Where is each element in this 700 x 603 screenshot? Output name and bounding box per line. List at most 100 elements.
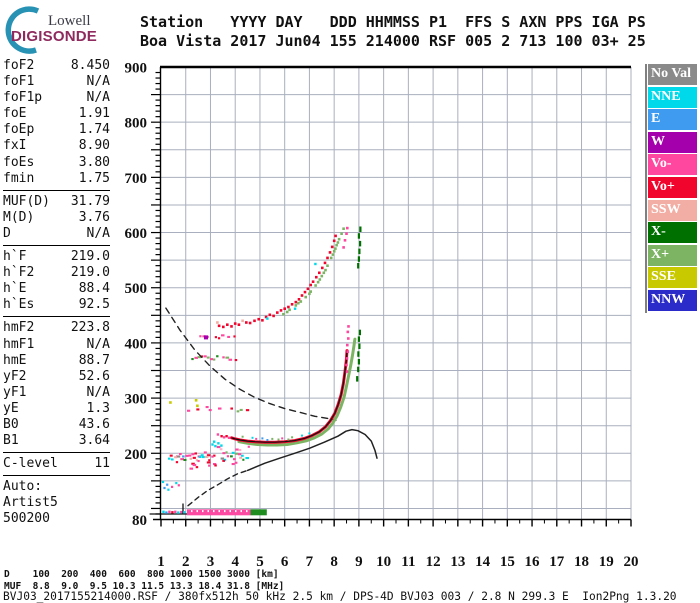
legend-item-x-: X- bbox=[648, 222, 697, 244]
x-axis-label-1: 1 bbox=[157, 554, 165, 570]
digisonde-logo: Lowell DIGISONDE bbox=[2, 4, 122, 54]
param-label: fmin bbox=[3, 170, 35, 186]
param-value: 11 bbox=[94, 456, 110, 472]
x-axis-label-9: 9 bbox=[355, 554, 363, 570]
param-row-hes: h`Es 92.5 bbox=[3, 297, 110, 313]
series-cyan-dots-215km bbox=[211, 440, 223, 448]
param-divider bbox=[3, 189, 110, 191]
param-label: 500200 bbox=[3, 511, 50, 527]
legend-item-sse: SSE bbox=[648, 267, 697, 289]
logo-arc-icon bbox=[5, 6, 40, 54]
series-scatter-row-280km bbox=[187, 406, 250, 413]
param-value: N/A bbox=[86, 90, 110, 106]
param-label: B0 bbox=[3, 416, 19, 432]
param-label: yF2 bbox=[3, 368, 27, 384]
param-label: Auto: bbox=[3, 479, 43, 495]
param-divider bbox=[3, 316, 110, 318]
y-axis-label-600: 600 bbox=[125, 226, 148, 242]
series-es-layer-pink bbox=[187, 509, 251, 516]
x-axis-label-12: 12 bbox=[426, 554, 441, 570]
param-value: N/A bbox=[86, 336, 110, 352]
x-axis-label-4: 4 bbox=[231, 554, 239, 570]
param-label: foEp bbox=[3, 122, 35, 138]
param-label: yE bbox=[3, 400, 19, 416]
x-axis-label-19: 19 bbox=[599, 554, 614, 570]
param-value: 1.91 bbox=[78, 106, 110, 122]
param-label: foE bbox=[3, 106, 27, 122]
footer-file-row: BVJ03_2017155214000.RSF / 380fx512h 50 k… bbox=[3, 590, 677, 603]
y-axis-label-80: 80 bbox=[132, 513, 147, 529]
logo-text-lowell: Lowell bbox=[48, 13, 91, 29]
legend-item-x+: X+ bbox=[648, 244, 697, 266]
parameter-panel: foF2 8.450 foF1 N/A foF1p N/A foE 1.91 foEp 1.74 f… bbox=[3, 58, 110, 528]
param-value: N/A bbox=[86, 74, 110, 90]
param-value: 219.0 bbox=[70, 249, 110, 265]
distance-values: D 100 200 400 600 800 1000 1500 3000 [km… bbox=[4, 569, 279, 580]
param-row-he: h`E 88.4 bbox=[3, 281, 110, 297]
header-line-1: Station YYYY DAY DDD HHMMSS P1 FFS S AXN… bbox=[140, 13, 646, 31]
param-row-md: M(D) 3.76 bbox=[3, 210, 110, 226]
legend-item-w: W bbox=[648, 131, 697, 153]
series-es-left-dots bbox=[162, 510, 186, 514]
param-label: foEs bbox=[3, 154, 35, 170]
series-second-hop-X bbox=[282, 227, 345, 316]
footer-distance-row: D 100 200 400 600 800 1000 1500 3000 [km… bbox=[4, 569, 279, 580]
param-row-hmf2: hmF2 223.8 bbox=[3, 320, 110, 336]
x-axis-label-18: 18 bbox=[574, 554, 589, 570]
param-label: yF1 bbox=[3, 384, 27, 400]
param-row-mufd: MUF(D) 31.79 bbox=[3, 194, 110, 210]
param-label: foF1 bbox=[3, 74, 35, 90]
param-value: 31.79 bbox=[70, 193, 110, 209]
x-axis-label-14: 14 bbox=[475, 554, 491, 570]
param-label: fxI bbox=[3, 138, 27, 154]
param-label: foF2 bbox=[3, 58, 35, 73]
param-row-hf: h`F 219.0 bbox=[3, 249, 110, 265]
series-true-height-profile bbox=[246, 428, 378, 472]
param-row-fmin: fmin 1.75 bbox=[3, 171, 110, 187]
series-scatter-row-210km bbox=[216, 445, 250, 452]
param-label: B1 bbox=[3, 433, 19, 449]
logo-text-digisonde: DIGISONDE bbox=[11, 28, 97, 45]
param-value: 43.6 bbox=[78, 416, 110, 432]
series-w-polarization-blob bbox=[204, 335, 208, 340]
series-X-trace bbox=[237, 337, 357, 447]
header-line-2: Boa Vista 2017 Jun04 155 214000 RSF 005 … bbox=[140, 31, 646, 50]
y-axis-label-300: 300 bbox=[125, 392, 148, 408]
param-label: hmF2 bbox=[3, 320, 35, 336]
param-row-auto: Auto: bbox=[3, 479, 110, 495]
param-row-fof2: foF2 8.450 bbox=[3, 58, 110, 74]
param-divider bbox=[3, 245, 110, 247]
param-row-clevel: C-level 11 bbox=[3, 456, 110, 472]
footer-muf-row: MUF 8.8 9.0 9.5 10.3 11.5 13.3 18.4 31.8… bbox=[4, 581, 284, 592]
legend-item-ssw: SSW bbox=[648, 199, 697, 221]
param-label: hmF1 bbox=[3, 336, 35, 352]
param-label: C-level bbox=[3, 456, 58, 472]
series-flat-top-specks bbox=[241, 432, 311, 441]
param-row-foep: foEp 1.74 bbox=[3, 122, 110, 138]
param-row-foe: foE 1.91 bbox=[3, 106, 110, 122]
param-value: 8.450 bbox=[70, 58, 110, 73]
series-scatter-row-183km bbox=[175, 459, 238, 466]
param-row-artist5: Artist5 bbox=[3, 495, 110, 511]
x-axis-label-17: 17 bbox=[549, 554, 565, 570]
series-low-altitude-specks bbox=[161, 480, 180, 491]
param-value: 1.75 bbox=[78, 170, 110, 186]
param-row-fxi: fxI 8.90 bbox=[3, 138, 110, 154]
param-row-hf2: h`F2 219.0 bbox=[3, 265, 110, 281]
series-es-layer-green bbox=[250, 509, 267, 516]
param-label: foF1p bbox=[3, 90, 43, 106]
x-axis-label-7: 7 bbox=[306, 554, 314, 570]
measurement-header: Station YYYY DAY DDD HHMMSS P1 FFS S AXN… bbox=[140, 13, 646, 50]
x-axis-label-6: 6 bbox=[281, 554, 289, 570]
series-hop-cyan-specks bbox=[266, 262, 317, 320]
param-label: h`E bbox=[3, 281, 27, 297]
series-scatter-row-372km bbox=[191, 355, 238, 362]
legend-item-noval: No Val bbox=[648, 64, 697, 85]
param-row-500200: 500200 bbox=[3, 511, 110, 527]
x-axis-label-13: 13 bbox=[450, 554, 465, 570]
param-row-hmf1: hmF1 N/A bbox=[3, 337, 110, 353]
param-value: 92.5 bbox=[78, 297, 110, 313]
x-axis-label-20: 20 bbox=[624, 554, 639, 570]
y-axis-label-200: 200 bbox=[125, 447, 148, 463]
